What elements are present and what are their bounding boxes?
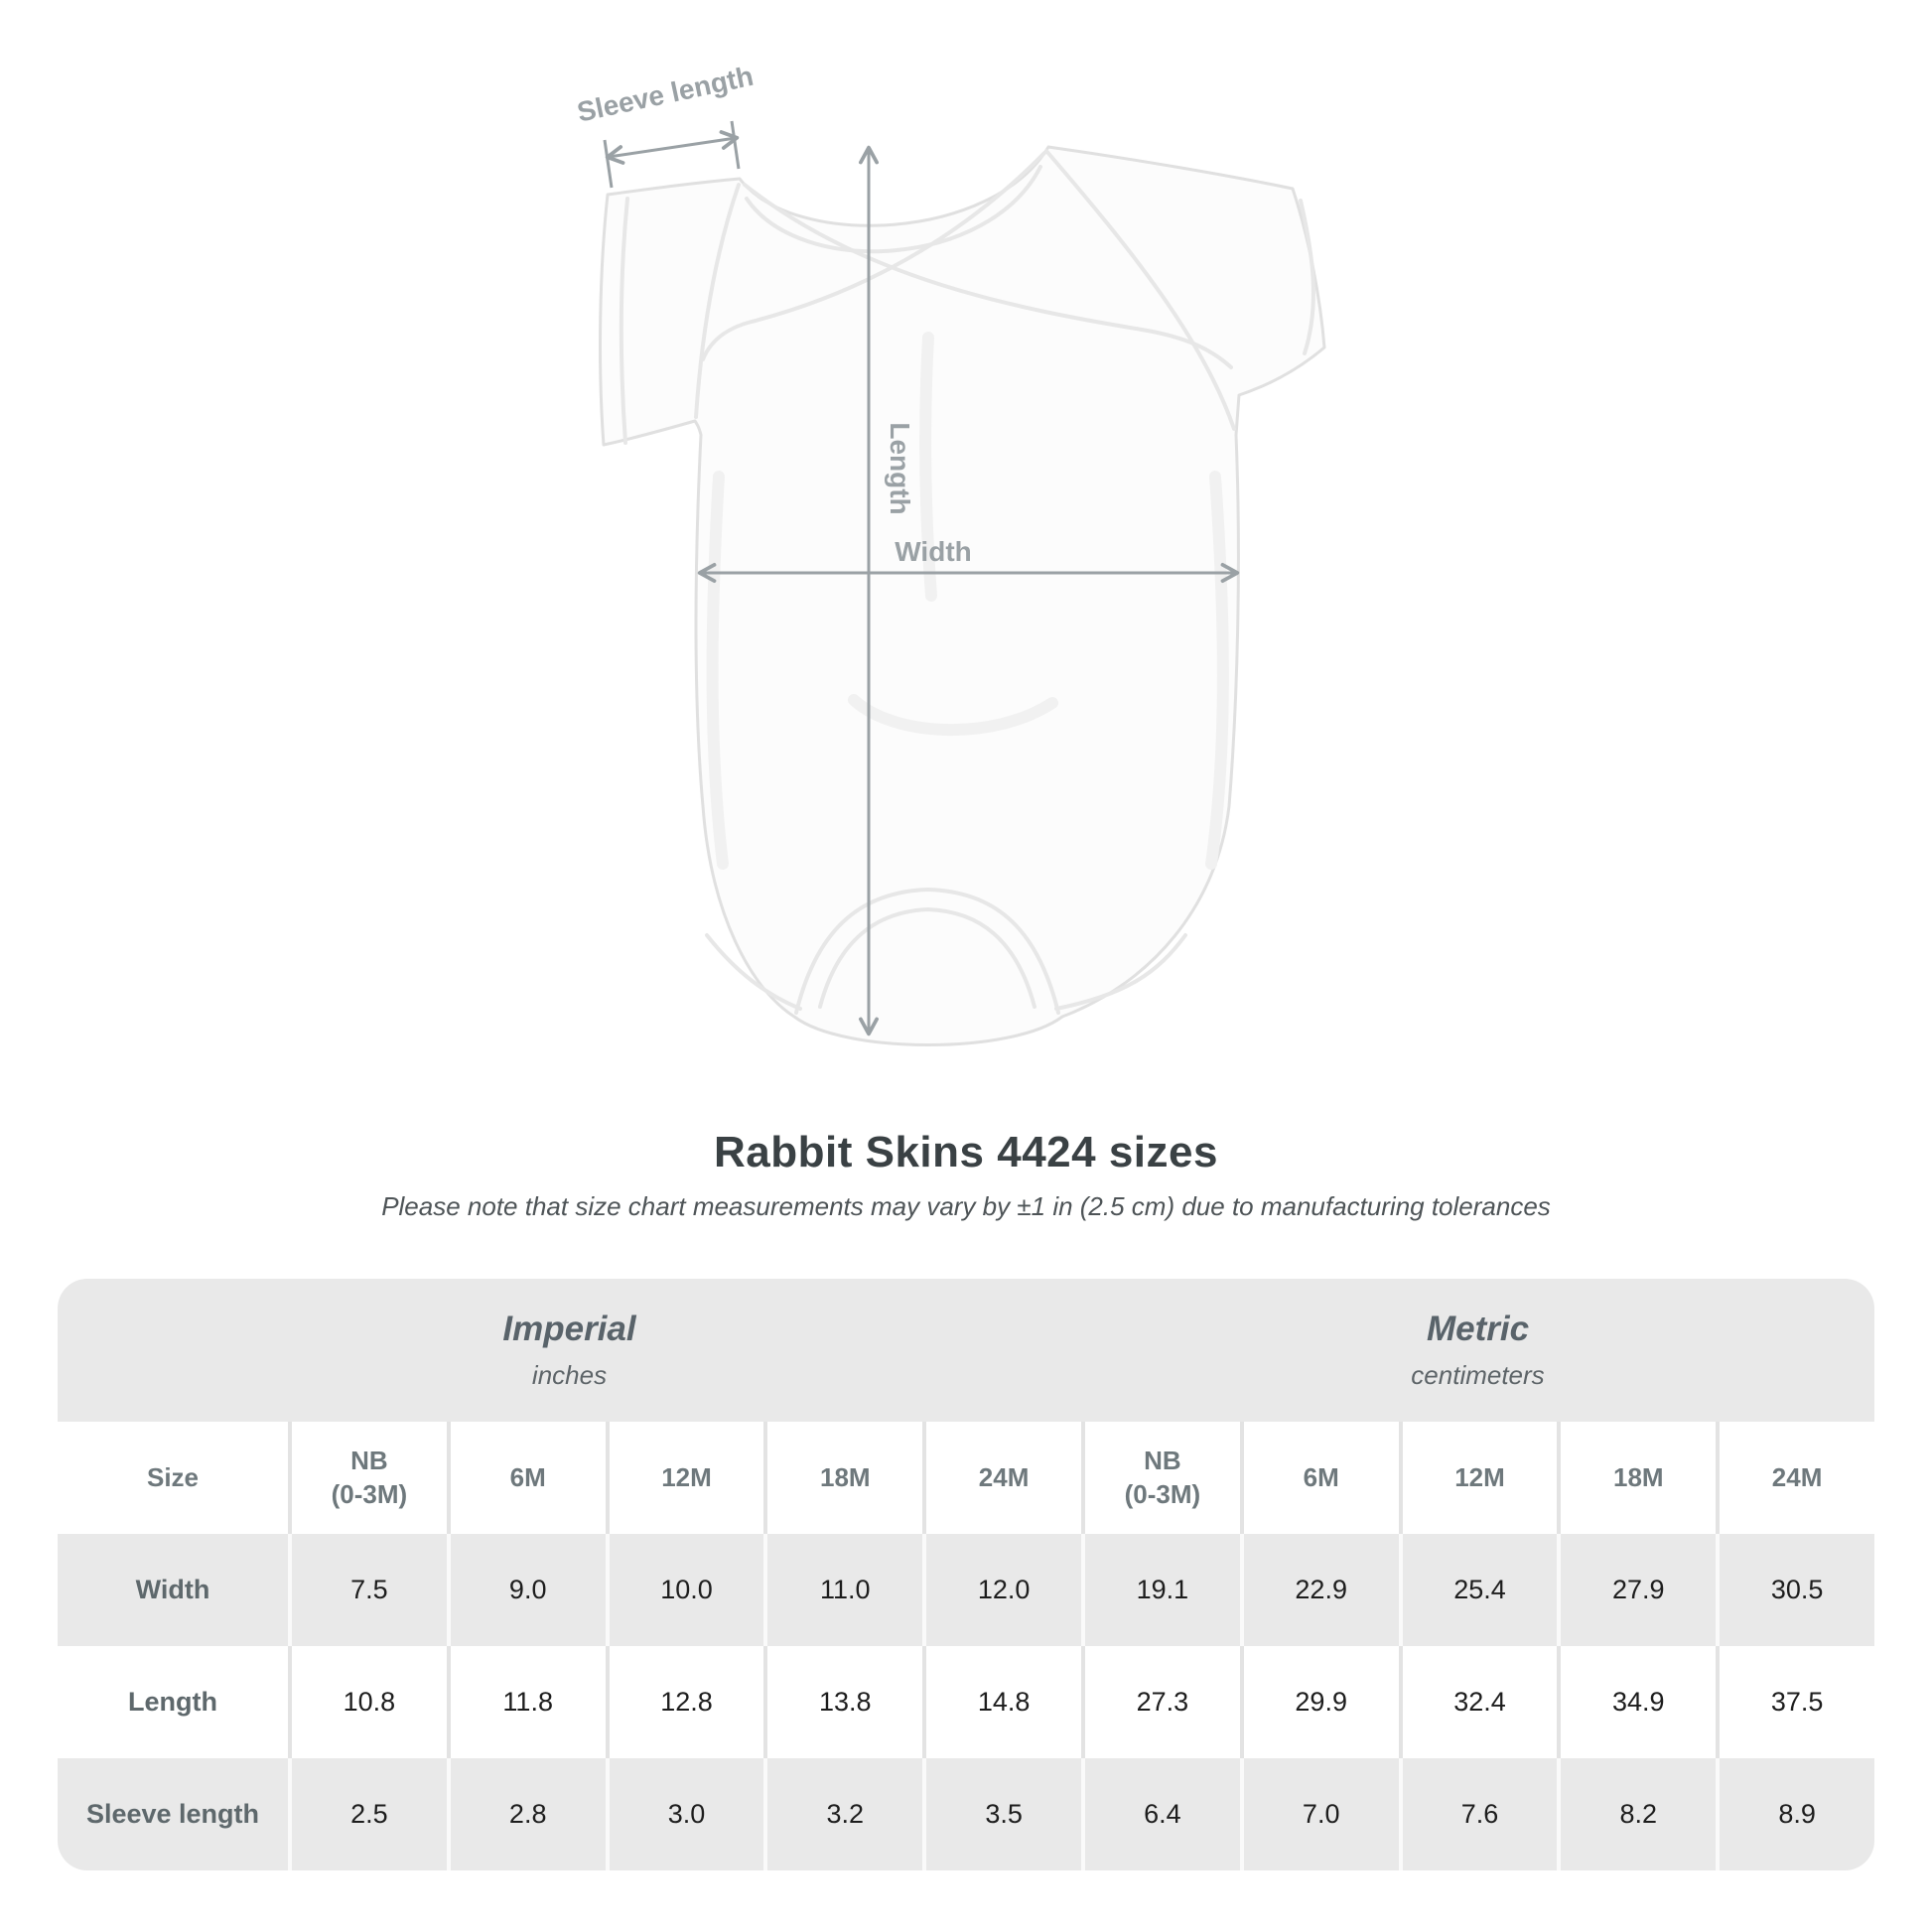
column-header: NB (0-3M) <box>288 1422 447 1534</box>
value-cell: 12.0 <box>922 1534 1081 1646</box>
unit-group-name: Imperial <box>502 1310 636 1348</box>
sleeve-dimension-tick-right <box>730 120 741 170</box>
value-cell: 10.0 <box>605 1534 764 1646</box>
unit-group-unit: centimeters <box>1411 1360 1545 1390</box>
value-cell: 29.9 <box>1239 1646 1399 1758</box>
seam-lines <box>619 149 1315 1015</box>
value-cell: 13.8 <box>763 1646 923 1758</box>
value-cell: 8.2 <box>1557 1758 1717 1870</box>
unit-group-name: Metric <box>1426 1310 1530 1348</box>
column-header: 24M <box>1716 1422 1874 1534</box>
width-label: Width <box>895 536 972 567</box>
value-cell: 27.9 <box>1557 1534 1717 1646</box>
value-cell: 25.4 <box>1398 1534 1558 1646</box>
value-cell: 12.8 <box>605 1646 764 1758</box>
value-cell: 6.4 <box>1081 1758 1240 1870</box>
value-cell: 2.5 <box>288 1758 447 1870</box>
sleeve-length-label: Sleeve length <box>575 61 757 128</box>
column-header: 18M <box>763 1422 923 1534</box>
garment-diagram: Sleeve length Length Width <box>575 61 1326 1046</box>
value-cell: 30.5 <box>1716 1534 1874 1646</box>
row-label: Length <box>58 1646 288 1758</box>
size-note: Please note that size chart measurements… <box>381 1191 1551 1221</box>
column-header: 24M <box>922 1422 1081 1534</box>
value-cell: 10.8 <box>288 1646 447 1758</box>
value-cell: 22.9 <box>1239 1534 1399 1646</box>
value-cell: 34.9 <box>1557 1646 1717 1758</box>
value-cell: 32.4 <box>1398 1646 1558 1758</box>
value-cell: 27.3 <box>1081 1646 1240 1758</box>
column-header: 6M <box>446 1422 606 1534</box>
size-table: Imperial inches Metric centimeters Size NB (0… <box>58 1279 1874 1870</box>
value-cell: 3.0 <box>605 1758 764 1870</box>
page-title: Rabbit Skins 4424 sizes <box>714 1128 1218 1176</box>
value-cell: 7.5 <box>288 1534 447 1646</box>
value-cell: 8.9 <box>1716 1758 1874 1870</box>
onesie-outline <box>599 145 1326 1046</box>
sleeve-length-dimension-line <box>605 130 740 165</box>
length-label: Length <box>885 422 915 514</box>
value-cell: 14.8 <box>922 1646 1081 1758</box>
sleeve-dimension-tick-left <box>603 139 614 189</box>
column-header: NB (0-3M) <box>1081 1422 1240 1534</box>
column-header-size: Size <box>58 1422 288 1534</box>
value-cell: 7.6 <box>1398 1758 1558 1870</box>
value-cell: 9.0 <box>446 1534 606 1646</box>
value-cell: 3.2 <box>763 1758 923 1870</box>
value-cell: 11.8 <box>446 1646 606 1758</box>
value-cell: 7.0 <box>1239 1758 1399 1870</box>
column-header: 12M <box>605 1422 764 1534</box>
value-cell: 2.8 <box>446 1758 606 1870</box>
row-label: Width <box>58 1534 288 1646</box>
row-label: Sleeve length <box>58 1758 288 1870</box>
value-cell: 19.1 <box>1081 1534 1240 1646</box>
value-cell: 3.5 <box>922 1758 1081 1870</box>
column-header: 6M <box>1239 1422 1399 1534</box>
unit-group-imperial: Imperial inches <box>58 1279 1081 1422</box>
unit-group-unit: inches <box>531 1360 608 1390</box>
value-cell: 11.0 <box>763 1534 923 1646</box>
column-header: 12M <box>1398 1422 1558 1534</box>
unit-group-metric: Metric centimeters <box>1081 1279 1874 1422</box>
value-cell: 37.5 <box>1716 1646 1874 1758</box>
column-header: 18M <box>1557 1422 1717 1534</box>
